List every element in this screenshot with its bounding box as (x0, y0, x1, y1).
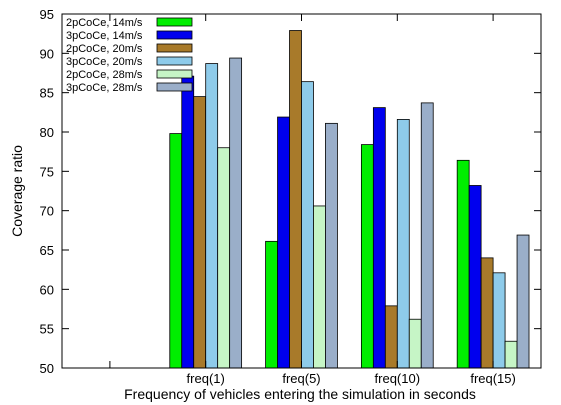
y-tick-label: 90 (40, 46, 54, 61)
x-tick-label: freq(15) (470, 371, 516, 386)
bar-series-2-cat-1 (193, 96, 207, 369)
bar-series-5-cat-1 (229, 57, 243, 369)
x-tick-label: freq(5) (282, 371, 320, 386)
bar-series-2-cat-3 (384, 305, 398, 369)
y-axis-ticks: 50 55 60 65 70 75 80 85 90 95 (40, 7, 541, 376)
bar-series-3-cat-2 (301, 81, 314, 369)
bar-series-0-cat-3 (360, 144, 374, 369)
legend-swatch (156, 69, 193, 79)
bar-series-1-cat-1 (181, 75, 195, 369)
y-tick-label: 50 (40, 361, 54, 376)
bar-series-1-cat-2 (277, 116, 290, 369)
y-axis-label: Coverage ratio (9, 145, 25, 237)
bars-layer (169, 30, 530, 369)
bar-series-2-cat-2 (289, 30, 302, 369)
bar-series-0-cat-1 (169, 133, 183, 369)
bar-series-2-cat-4 (480, 257, 494, 369)
bar-series-3-cat-4 (492, 272, 506, 369)
legend-swatch (156, 17, 193, 27)
legend-swatch (156, 30, 193, 40)
bar-series-1-cat-4 (468, 185, 482, 369)
bar-series-0-cat-2 (265, 240, 278, 369)
y-tick-label: 55 (40, 322, 54, 337)
y-tick-label: 60 (40, 282, 54, 297)
bar-series-3-cat-3 (396, 119, 410, 369)
legend-label: 2pCoCe, 14m/s (66, 17, 143, 29)
bar-series-1-cat-3 (372, 107, 386, 369)
y-tick-label: 80 (40, 125, 54, 140)
bar-series-4-cat-2 (313, 205, 326, 369)
y-tick-label: 95 (40, 7, 54, 22)
legend-swatch (156, 56, 193, 66)
legend-label: 2pCoCe, 28m/s (66, 69, 143, 81)
bar-series-0-cat-4 (456, 159, 470, 369)
bar-series-5-cat-2 (325, 122, 338, 369)
bar-series-4-cat-4 (504, 340, 518, 369)
x-axis-label: Frequency of vehicles entering the simul… (124, 386, 476, 402)
legend-label: 2pCoCe, 20m/s (66, 43, 143, 55)
legend-label: 3pCoCe, 28m/s (66, 82, 143, 94)
bar-series-3-cat-1 (205, 63, 219, 369)
legend-label: 3pCoCe, 14m/s (66, 30, 143, 42)
legend-swatch (156, 43, 193, 53)
bar-series-4-cat-3 (408, 318, 422, 369)
bar-series-4-cat-1 (217, 147, 231, 369)
x-tick-label: freq(10) (375, 371, 421, 386)
y-tick-label: 70 (40, 204, 54, 219)
x-axis-ticks: freq(1) freq(5) freq(10) freq(15) (109, 14, 516, 386)
bar-series-5-cat-4 (516, 234, 530, 369)
bar-series-5-cat-3 (420, 102, 434, 369)
y-tick-label: 65 (40, 243, 54, 258)
y-tick-label: 75 (40, 164, 54, 179)
legend-label: 3pCoCe, 20m/s (66, 56, 143, 68)
y-tick-label: 85 (40, 86, 54, 101)
legend-swatch (156, 82, 193, 92)
x-tick-label: freq(1) (187, 371, 225, 386)
